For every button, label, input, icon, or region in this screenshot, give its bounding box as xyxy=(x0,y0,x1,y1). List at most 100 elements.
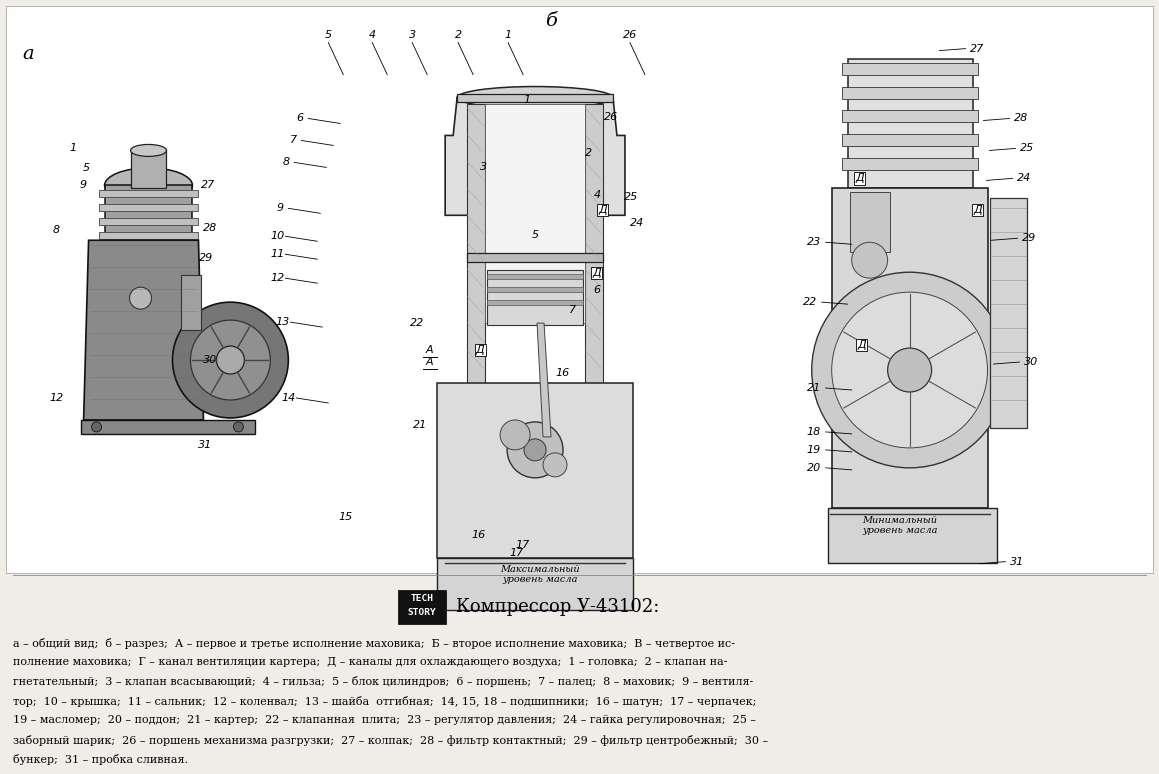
Circle shape xyxy=(811,272,1007,467)
Bar xyxy=(486,104,585,323)
Bar xyxy=(99,204,198,211)
Text: 7: 7 xyxy=(290,135,297,146)
Text: 29: 29 xyxy=(199,253,213,263)
Text: а – общий вид;  б – разрез;  А – первое и третье исполнение маховика;  Б – второ: а – общий вид; б – разрез; А – первое и … xyxy=(13,638,735,649)
Circle shape xyxy=(852,242,888,278)
Text: 11: 11 xyxy=(270,249,284,259)
Text: 8: 8 xyxy=(53,225,60,235)
Bar xyxy=(832,188,987,508)
Text: Д: Д xyxy=(598,205,607,215)
Text: А: А xyxy=(425,357,433,367)
Text: 19 – масломер;  20 – поддон;  21 – картер;  22 – клапанная  плита;  23 – регулят: 19 – масломер; 20 – поддон; 21 – картер;… xyxy=(13,715,756,725)
Ellipse shape xyxy=(131,145,167,156)
Text: а: а xyxy=(23,45,35,63)
Text: 6: 6 xyxy=(593,285,600,295)
Bar xyxy=(467,253,603,262)
Text: 4: 4 xyxy=(369,29,376,39)
Text: 18: 18 xyxy=(807,427,821,437)
Bar xyxy=(487,287,583,292)
Bar xyxy=(437,558,633,610)
Circle shape xyxy=(500,420,530,450)
Text: 17: 17 xyxy=(516,539,530,550)
Text: 24: 24 xyxy=(629,218,644,228)
Text: 2: 2 xyxy=(585,149,592,159)
Circle shape xyxy=(233,422,243,432)
Bar xyxy=(841,111,977,122)
Text: Максимальный
уровень масла: Максимальный уровень масла xyxy=(501,565,580,584)
Bar xyxy=(399,590,446,624)
Bar xyxy=(841,135,977,146)
Text: Д: Д xyxy=(858,340,866,350)
Text: 9: 9 xyxy=(79,180,86,190)
Bar xyxy=(182,276,202,330)
Text: 27: 27 xyxy=(970,43,985,53)
Bar xyxy=(81,420,255,434)
Bar xyxy=(99,218,198,225)
Text: Д: Д xyxy=(974,205,982,215)
Polygon shape xyxy=(445,98,625,215)
Text: 12: 12 xyxy=(50,393,64,403)
Text: 15: 15 xyxy=(338,512,352,522)
Text: 28: 28 xyxy=(1014,114,1028,124)
Bar xyxy=(487,274,583,279)
Text: 1: 1 xyxy=(524,94,531,104)
Circle shape xyxy=(888,348,932,392)
Text: 25: 25 xyxy=(624,193,639,202)
Text: заборный шарик;  26 – поршень механизма разгрузки;  27 – колпак;  28 – фильтр ко: заборный шарик; 26 – поршень механизма р… xyxy=(13,735,767,746)
Text: гнетательный;  3 – клапан всасывающий;  4 – гильза;  5 – блок цилиндров;  6 – по: гнетательный; 3 – клапан всасывающий; 4 … xyxy=(13,676,753,687)
Text: 7: 7 xyxy=(569,305,576,315)
Text: 8: 8 xyxy=(283,157,290,167)
Bar xyxy=(437,383,633,558)
Text: 16: 16 xyxy=(556,368,570,378)
Text: Компрессор У-43102:: Компрессор У-43102: xyxy=(457,598,659,615)
Text: 24: 24 xyxy=(1018,173,1032,183)
Text: тор;  10 – крышка;  11 – сальник;  12 – коленвал;  13 – шайба  отгибная;  14, 15: тор; 10 – крышка; 11 – сальник; 12 – кол… xyxy=(13,696,756,707)
Ellipse shape xyxy=(104,168,192,203)
Text: 6: 6 xyxy=(297,114,304,124)
Bar xyxy=(850,193,890,252)
Text: 3: 3 xyxy=(480,163,487,173)
Circle shape xyxy=(544,453,567,477)
Bar xyxy=(131,150,167,188)
Polygon shape xyxy=(537,323,551,437)
Text: 30: 30 xyxy=(1025,357,1038,367)
Circle shape xyxy=(217,346,245,374)
Circle shape xyxy=(832,292,987,448)
Polygon shape xyxy=(83,240,204,420)
Text: 2: 2 xyxy=(454,29,461,39)
Bar xyxy=(841,63,977,74)
Text: 21: 21 xyxy=(413,420,428,430)
Text: 14: 14 xyxy=(282,393,296,403)
Bar xyxy=(99,232,198,239)
Text: 22: 22 xyxy=(802,297,817,307)
Text: 5: 5 xyxy=(83,163,90,173)
Bar xyxy=(841,159,977,170)
Text: 3: 3 xyxy=(409,29,416,39)
Text: TECH: TECH xyxy=(410,594,433,603)
Text: 25: 25 xyxy=(1020,143,1035,153)
Text: Д: Д xyxy=(592,268,602,278)
Bar xyxy=(467,104,486,393)
Text: 20: 20 xyxy=(807,463,821,473)
Text: 26: 26 xyxy=(604,112,618,122)
Circle shape xyxy=(508,422,563,478)
Text: 1: 1 xyxy=(70,143,76,153)
Text: б: б xyxy=(545,12,557,29)
Circle shape xyxy=(173,302,289,418)
Text: 17: 17 xyxy=(510,548,524,558)
Text: 27: 27 xyxy=(202,180,216,190)
Text: 22: 22 xyxy=(410,318,424,328)
Text: Д: Д xyxy=(475,345,484,355)
Circle shape xyxy=(92,422,102,432)
Text: 19: 19 xyxy=(807,445,821,455)
Text: 9: 9 xyxy=(277,204,284,214)
Text: STORY: STORY xyxy=(408,608,437,617)
Text: Д: Д xyxy=(855,173,865,183)
Text: 31: 31 xyxy=(1011,557,1025,567)
Bar xyxy=(847,59,972,188)
Text: 31: 31 xyxy=(198,440,212,450)
Text: 26: 26 xyxy=(622,29,637,39)
Bar xyxy=(828,508,998,563)
Bar xyxy=(99,190,198,197)
Ellipse shape xyxy=(457,87,613,108)
